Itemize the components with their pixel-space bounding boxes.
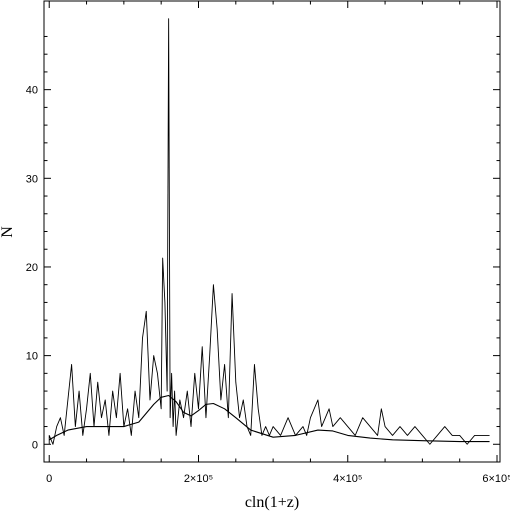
x-tick-label: 2×10⁵ [184, 473, 213, 485]
x-ticks: 0 2×10⁵ 4×10⁵ 6×10⁵ [46, 1, 510, 485]
x-axis-title: cln(1+z) [245, 494, 299, 511]
histogram-line [48, 18, 490, 445]
x-tick-label: 4×10⁵ [333, 473, 362, 485]
y-tick-label: 20 [26, 262, 38, 274]
smoothed-curve [48, 394, 490, 443]
y-axis-title: N [0, 226, 16, 238]
y-ticks: 0 10 20 30 40 [26, 35, 500, 451]
series-layer [48, 18, 490, 445]
y-tick-label: 10 [26, 351, 38, 363]
y-tick-label: 0 [32, 439, 38, 451]
x-tick-label: 0 [46, 473, 52, 485]
x-tick-label: 6×10⁵ [482, 473, 510, 485]
y-tick-label: 40 [26, 85, 38, 97]
y-tick-label: 30 [26, 173, 38, 185]
